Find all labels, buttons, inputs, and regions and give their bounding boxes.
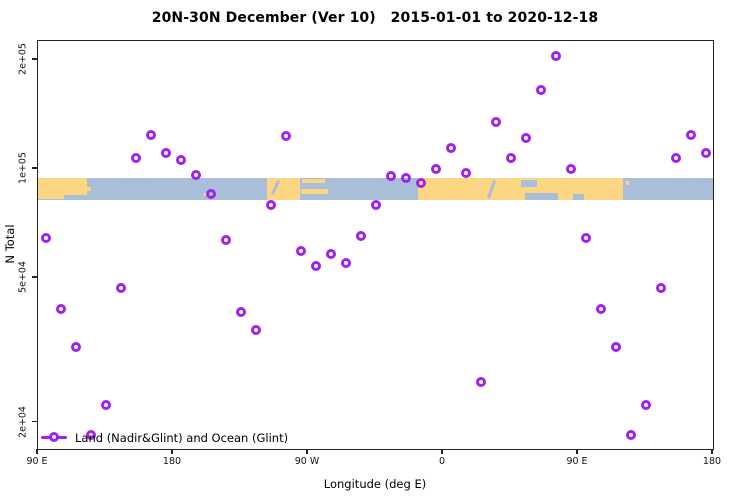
- legend-label: Land (Nadir&Glint) and Ocean (Glint): [75, 431, 289, 445]
- data-point: [340, 257, 351, 268]
- data-point: [115, 282, 126, 293]
- data-point: [205, 189, 216, 199]
- data-point: [520, 132, 531, 143]
- chart-title: 20N-30N December (Ver 10) 2015-01-01 to …: [151, 10, 599, 26]
- plot-area: [37, 40, 714, 450]
- data-point: [145, 130, 156, 141]
- data-point: [310, 261, 321, 272]
- x-tick-label: 0: [438, 456, 446, 467]
- data-point: [535, 85, 546, 96]
- data-point: [295, 246, 306, 256]
- data-point: [175, 154, 186, 165]
- map-land-asia-b: [62, 178, 87, 195]
- data-point: [235, 307, 246, 318]
- data-point: [190, 170, 201, 181]
- x-tick: [36, 448, 38, 454]
- data-point: [280, 131, 291, 142]
- data-point: [580, 233, 591, 244]
- data-point: [640, 400, 651, 411]
- data-point: [595, 304, 606, 315]
- y-tick: [31, 276, 37, 278]
- data-point: [700, 147, 711, 158]
- data-point: [55, 304, 66, 315]
- map-land-asia-islet: [87, 187, 91, 191]
- points-layer: [38, 41, 713, 449]
- map-land-taiwan: [626, 181, 629, 185]
- map-ocean-persian-gulf: [521, 180, 537, 187]
- data-point: [415, 178, 426, 188]
- map-ocean-arabian-sea: [525, 193, 558, 200]
- map-land-asia-a: [38, 178, 64, 199]
- data-point: [655, 282, 666, 293]
- data-point: [220, 235, 231, 245]
- data-point: [460, 168, 471, 178]
- x-tick-label: 90 E: [26, 456, 48, 467]
- data-point: [385, 170, 396, 181]
- x-tick: [576, 448, 578, 454]
- legend-circle-marker-icon: [49, 432, 59, 442]
- data-point: [355, 231, 366, 242]
- x-tick-label: 90 W: [294, 456, 320, 467]
- y-tick: [31, 167, 37, 169]
- data-point: [505, 153, 516, 164]
- data-point: [610, 342, 621, 352]
- legend: Land (Nadir&Glint) and Ocean (Glint): [41, 430, 381, 445]
- y-tick-label: 2e+04: [17, 405, 29, 438]
- data-point: [565, 164, 576, 174]
- data-point: [265, 199, 276, 210]
- data-point: [625, 429, 636, 440]
- y-axis-title: N Total: [3, 224, 17, 264]
- x-tick: [171, 448, 173, 454]
- data-point: [85, 429, 96, 440]
- y-tick: [31, 58, 37, 60]
- y-tick-label: 1e+05: [17, 152, 29, 184]
- data-point: [370, 199, 381, 210]
- y-tick-label: 2e+05: [17, 42, 29, 75]
- map-land-florida: [302, 179, 325, 183]
- data-point: [550, 50, 561, 61]
- map-land-cuba: [301, 189, 328, 194]
- map-ocean-bay-of-bengal: [573, 194, 584, 200]
- x-tick: [441, 448, 443, 454]
- data-point: [490, 116, 501, 127]
- data-point: [160, 147, 171, 158]
- map-land-africa-asia: [418, 178, 623, 200]
- x-tick-label: 90 E: [566, 456, 588, 467]
- x-axis-title: Longitude (deg E): [323, 477, 427, 491]
- data-point: [685, 130, 696, 141]
- x-tick-label: 180: [702, 456, 722, 467]
- data-point: [475, 376, 486, 387]
- data-point: [40, 233, 51, 244]
- y-tick: [31, 420, 37, 423]
- y-tick-label: 5e+04: [17, 261, 29, 294]
- data-point: [70, 342, 81, 352]
- data-point: [430, 164, 441, 174]
- x-tick: [306, 448, 308, 454]
- data-point: [445, 143, 456, 154]
- x-tick: [711, 448, 713, 454]
- data-point: [670, 152, 681, 163]
- data-point: [250, 324, 261, 335]
- data-point: [100, 400, 111, 411]
- x-tick-label: 180: [162, 456, 182, 467]
- data-point: [325, 249, 336, 259]
- data-point: [130, 152, 141, 163]
- data-point: [400, 173, 411, 184]
